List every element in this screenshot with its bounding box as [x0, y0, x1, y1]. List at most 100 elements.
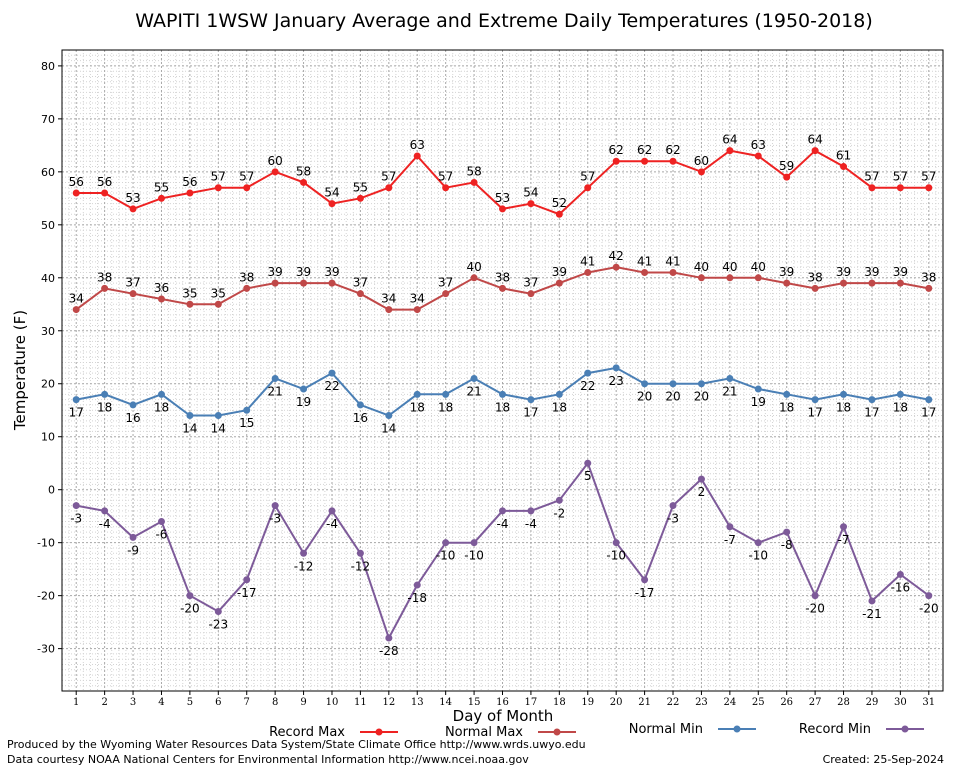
data-label-normal-max: 41 — [580, 254, 595, 268]
y-axis-label: Temperature (F) — [11, 310, 29, 431]
data-point-normal-max — [641, 268, 649, 276]
data-label-normal-min: 18 — [438, 400, 453, 414]
x-tick-label: 6 — [215, 697, 221, 708]
data-point-normal-min — [641, 380, 649, 388]
y-tick-label: 10 — [41, 431, 55, 444]
data-point-record-max — [584, 184, 592, 192]
data-point-normal-min — [754, 385, 762, 393]
y-tick-label: 50 — [41, 219, 55, 232]
data-label-normal-min: 18 — [495, 400, 510, 414]
data-point-normal-max — [584, 268, 592, 276]
data-point-normal-min — [612, 364, 620, 372]
data-label-normal-max: 38 — [921, 270, 936, 284]
data-label-record-min: -10 — [748, 549, 768, 563]
x-tick-label: 12 — [382, 697, 395, 708]
data-label-record-max: 58 — [466, 164, 481, 178]
data-label-normal-max: 39 — [893, 265, 908, 279]
data-label-record-min: -7 — [838, 533, 850, 547]
data-point-record-min — [783, 528, 791, 536]
data-point-record-max — [726, 147, 734, 155]
data-label-normal-max: 39 — [864, 265, 879, 279]
data-label-record-max: 63 — [410, 138, 425, 152]
x-tick-label: 17 — [525, 697, 538, 708]
data-point-normal-min — [697, 380, 705, 388]
data-label-record-max: 57 — [381, 170, 396, 184]
x-tick-label: 27 — [809, 697, 822, 708]
data-point-record-max — [214, 184, 222, 192]
data-point-normal-min — [300, 385, 308, 393]
data-label-record-min: -10 — [436, 549, 456, 563]
data-label-normal-min: 18 — [893, 400, 908, 414]
data-point-normal-max — [811, 284, 819, 292]
x-tick-label: 13 — [411, 697, 424, 708]
data-point-record-max — [328, 200, 336, 208]
data-point-record-min — [896, 570, 904, 578]
x-tick-label: 16 — [496, 697, 509, 708]
x-tick-label: 3 — [130, 697, 136, 708]
data-label-normal-min: 23 — [609, 374, 624, 388]
data-point-record-min — [726, 523, 734, 531]
data-point-normal-min — [328, 369, 336, 377]
data-point-normal-min — [811, 396, 819, 404]
data-point-normal-min — [868, 396, 876, 404]
data-point-record-max — [754, 152, 762, 160]
data-label-record-min: -2 — [553, 506, 565, 520]
data-label-normal-max: 34 — [410, 292, 425, 306]
data-label-record-max: 57 — [921, 170, 936, 184]
data-point-normal-max — [754, 274, 762, 282]
data-point-normal-min — [840, 390, 848, 398]
data-label-record-max: 62 — [637, 143, 652, 157]
y-tick-label: -30 — [37, 643, 55, 656]
data-point-normal-max — [669, 268, 677, 276]
data-label-normal-min: 17 — [523, 406, 538, 420]
x-tick-label: 7 — [244, 697, 250, 708]
data-label-normal-max: 42 — [609, 249, 624, 263]
data-label-normal-max: 40 — [694, 260, 709, 274]
data-label-record-min: -4 — [525, 517, 537, 531]
data-point-normal-max — [442, 290, 450, 298]
data-label-record-max: 63 — [751, 138, 766, 152]
data-point-normal-min — [101, 390, 109, 398]
legend-marker-normal-max — [553, 728, 561, 736]
data-point-normal-min — [413, 390, 421, 398]
data-point-normal-min — [356, 401, 364, 409]
data-point-normal-max — [868, 279, 876, 287]
data-point-normal-min — [527, 396, 535, 404]
data-label-record-min: -9 — [127, 543, 139, 557]
data-label-record-min: 2 — [698, 485, 706, 499]
data-label-normal-min: 18 — [836, 400, 851, 414]
data-point-normal-min — [442, 390, 450, 398]
data-label-normal-min: 18 — [552, 400, 567, 414]
data-point-record-min — [754, 539, 762, 547]
data-label-normal-max: 38 — [495, 270, 510, 284]
data-point-normal-min — [470, 374, 478, 382]
y-tick-label: 0 — [48, 484, 55, 497]
data-point-normal-max — [896, 279, 904, 287]
data-label-record-max: 58 — [296, 164, 311, 178]
data-point-record-min — [328, 507, 336, 515]
data-point-normal-max — [413, 306, 421, 314]
data-point-normal-max — [527, 290, 535, 298]
x-tick-label: 5 — [187, 697, 193, 708]
data-point-normal-max — [385, 306, 393, 314]
y-tick-label: 60 — [41, 166, 55, 179]
data-point-record-max — [555, 210, 563, 218]
data-point-record-max — [470, 178, 478, 186]
data-label-record-min: -16 — [891, 580, 911, 594]
data-label-record-min: -10 — [606, 549, 626, 563]
data-point-record-max — [896, 184, 904, 192]
data-point-record-min — [186, 592, 194, 600]
data-point-record-min — [413, 581, 421, 589]
data-point-normal-max — [214, 300, 222, 308]
created-date: Created: 25-Sep-2024 — [822, 753, 944, 766]
x-tick-label: 14 — [439, 697, 452, 708]
data-point-normal-min — [669, 380, 677, 388]
data-label-record-max: 54 — [324, 186, 339, 200]
data-label-record-max: 56 — [69, 175, 84, 189]
data-point-normal-max — [72, 306, 80, 314]
data-point-record-min — [925, 592, 933, 600]
data-label-normal-min: 15 — [239, 416, 254, 430]
y-tick-label: -10 — [37, 537, 55, 550]
